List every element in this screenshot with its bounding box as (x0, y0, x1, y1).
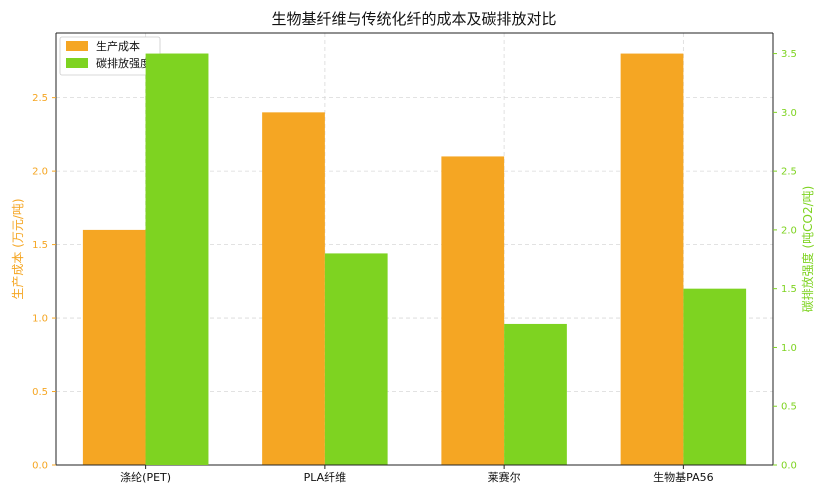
bar-carbon-overlay (145, 53, 209, 465)
left-tick-label: 2.5 (32, 93, 48, 104)
bar-cost (262, 112, 325, 466)
left-tick-label: 0.0 (32, 461, 48, 472)
right-tick-label: 3.0 (781, 108, 797, 119)
left-tick-label: 2.0 (32, 167, 48, 178)
legend-label: 碳排放强度 (96, 56, 151, 70)
right-tick-label: 0.5 (781, 402, 797, 413)
bar-cost (82, 229, 146, 465)
bar-carbon (683, 288, 747, 465)
x-tick-label: 生物基PA56 (653, 470, 713, 484)
chart-title: 生物基纤维与传统化纤的成本及碳排放对比 (271, 10, 556, 28)
legend-label: 生产成本 (96, 39, 140, 53)
left-tick-label: 1.0 (32, 314, 48, 325)
x-tick-label: 莱赛尔 (488, 470, 521, 484)
right-tick-label: 0.0 (781, 461, 797, 472)
left-tick-label: 0.5 (32, 387, 48, 398)
legend-swatch (66, 58, 88, 68)
x-tick-label: 涤纶(PET) (120, 470, 171, 484)
right-tick-label: 3.5 (781, 49, 797, 60)
right-axis-label: 碳排放强度 (吨CO2/吨) (800, 186, 815, 313)
right-tick-label: 1.5 (781, 284, 797, 295)
bar-carbon (324, 253, 388, 465)
left-tick-label: 1.5 (32, 240, 48, 251)
right-tick-label: 1.0 (781, 343, 797, 354)
bar-cost (441, 156, 505, 465)
bar-cost (620, 53, 684, 465)
legend-swatch (66, 41, 88, 51)
right-tick-label: 2.0 (781, 225, 797, 236)
bar-carbon (504, 323, 567, 465)
left-axis-label: 生产成本 (万元/吨) (11, 198, 25, 299)
x-tick-label: PLA纤维 (304, 471, 347, 484)
right-tick-label: 2.5 (781, 167, 797, 178)
